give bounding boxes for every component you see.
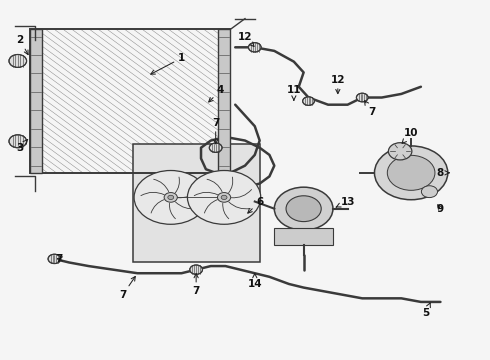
Bar bbox=[133, 144, 260, 262]
Text: 7: 7 bbox=[212, 118, 220, 144]
Text: 8: 8 bbox=[437, 168, 449, 178]
Text: 11: 11 bbox=[287, 85, 301, 100]
Circle shape bbox=[356, 93, 368, 102]
Circle shape bbox=[209, 143, 222, 152]
Text: 1: 1 bbox=[151, 53, 185, 74]
Text: 7: 7 bbox=[56, 254, 63, 264]
Circle shape bbox=[389, 143, 412, 160]
Text: 9: 9 bbox=[437, 204, 444, 214]
Circle shape bbox=[218, 193, 231, 202]
Circle shape bbox=[374, 146, 448, 200]
Text: 7: 7 bbox=[365, 101, 376, 117]
Circle shape bbox=[387, 156, 435, 190]
Circle shape bbox=[421, 186, 438, 198]
Text: 7: 7 bbox=[119, 276, 135, 300]
Text: 12: 12 bbox=[331, 75, 345, 94]
Circle shape bbox=[9, 135, 26, 148]
Text: 14: 14 bbox=[247, 274, 262, 289]
Circle shape bbox=[134, 171, 207, 224]
Text: 6: 6 bbox=[248, 197, 263, 213]
Bar bbox=[218, 30, 230, 173]
Text: 10: 10 bbox=[402, 129, 418, 143]
Text: 3: 3 bbox=[17, 140, 27, 153]
Circle shape bbox=[303, 97, 315, 105]
Circle shape bbox=[274, 187, 333, 230]
Circle shape bbox=[248, 42, 261, 52]
Circle shape bbox=[190, 265, 202, 274]
Circle shape bbox=[9, 54, 26, 67]
Text: 5: 5 bbox=[422, 303, 430, 318]
Bar bbox=[274, 228, 333, 244]
Bar bbox=[30, 30, 42, 173]
Circle shape bbox=[221, 195, 227, 199]
Circle shape bbox=[164, 193, 177, 202]
Text: 4: 4 bbox=[209, 85, 224, 102]
Text: 2: 2 bbox=[17, 35, 28, 55]
Circle shape bbox=[188, 171, 261, 224]
Text: 13: 13 bbox=[336, 197, 355, 207]
Text: 12: 12 bbox=[238, 32, 254, 46]
Circle shape bbox=[168, 195, 173, 199]
Bar bbox=[30, 30, 230, 173]
Circle shape bbox=[286, 196, 321, 222]
Circle shape bbox=[48, 254, 61, 264]
Text: 7: 7 bbox=[193, 274, 200, 296]
